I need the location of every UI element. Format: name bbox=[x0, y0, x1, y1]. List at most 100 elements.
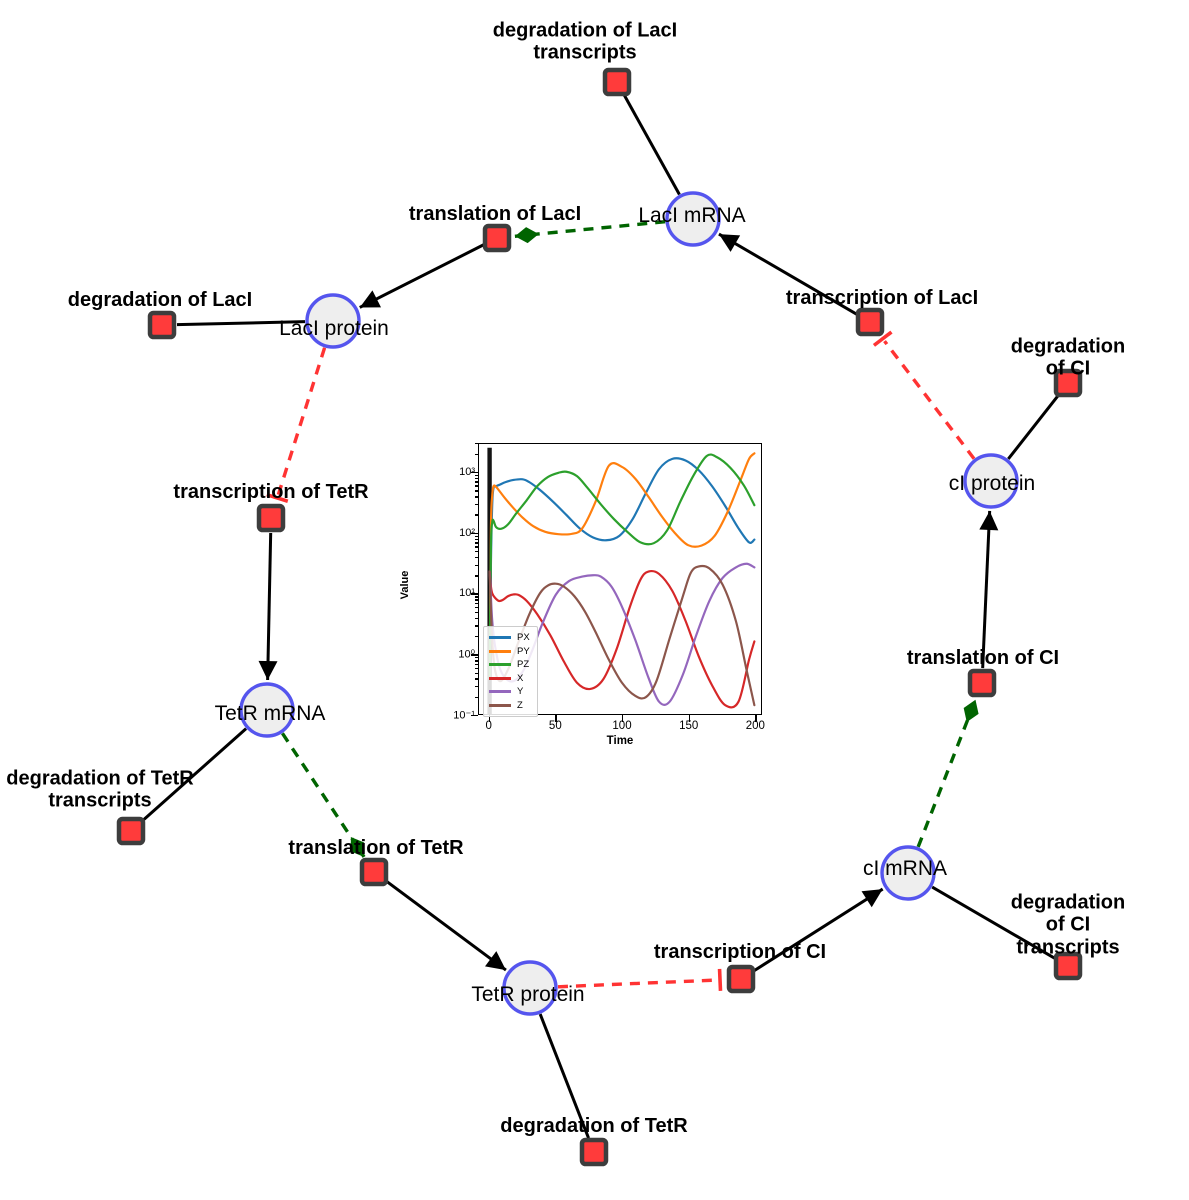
chart-legend-item: Z bbox=[489, 699, 530, 713]
reaction-label: transcription of TetR bbox=[173, 480, 369, 503]
edge-catalysis bbox=[281, 732, 366, 858]
edge-consumption bbox=[538, 1013, 590, 1139]
species-node[interactable] bbox=[665, 191, 721, 247]
edge-production bbox=[385, 879, 507, 972]
legend-color-swatch bbox=[489, 663, 511, 667]
reaction-node[interactable] bbox=[256, 503, 286, 533]
chart-x-tick-label: 100 bbox=[612, 720, 632, 732]
chart-x-tick-mark bbox=[622, 715, 624, 722]
reaction-label: translation of LacI bbox=[408, 202, 582, 225]
chart-y-minor-tick bbox=[474, 596, 478, 598]
reaction-node[interactable] bbox=[116, 816, 146, 846]
timecourse-chart: Value Time 10⁻¹ 10⁰ 10¹ 10² 10³ 0 50 100 150 200 … bbox=[399, 435, 771, 757]
chart-y-tick-mark bbox=[471, 593, 478, 595]
chart-y-tick-mark bbox=[471, 532, 478, 535]
chart-y-minor-tick bbox=[474, 490, 478, 492]
reaction-node[interactable] bbox=[1053, 368, 1083, 398]
reaction-node[interactable] bbox=[359, 857, 389, 887]
chart-y-minor-tick bbox=[474, 535, 478, 537]
chart-y-tick-mark bbox=[471, 715, 478, 717]
chart-x-tick-label: 50 bbox=[548, 720, 562, 732]
chart-legend-item: X bbox=[489, 672, 530, 686]
reaction-node[interactable] bbox=[602, 67, 632, 97]
chart-y-minor-tick bbox=[474, 617, 478, 620]
chart-y-minor-tick bbox=[474, 564, 478, 566]
chart-y-tick-label: 10¹ bbox=[459, 587, 475, 600]
reaction-label: transcription of CI bbox=[653, 940, 827, 963]
chart-x-tick-label: 150 bbox=[679, 720, 699, 732]
chart-y-minor-tick bbox=[474, 663, 478, 666]
chart-legend-item: PZ bbox=[489, 658, 530, 672]
legend-color-swatch bbox=[489, 690, 511, 694]
chart-y-minor-tick bbox=[474, 546, 478, 548]
edge-inhibition bbox=[872, 330, 976, 460]
chart-y-minor-tick bbox=[474, 672, 478, 674]
legend-color-swatch bbox=[489, 636, 511, 640]
edge-production bbox=[359, 243, 485, 309]
reaction-label: degradation of LacI transcripts bbox=[492, 19, 678, 64]
species-node[interactable] bbox=[963, 453, 1019, 509]
edge-inhibition bbox=[557, 968, 723, 991]
legend-color-swatch bbox=[489, 676, 511, 680]
chart-y-minor-tick bbox=[474, 599, 478, 601]
reaction-node[interactable] bbox=[967, 668, 997, 698]
reaction-label: degradation of CI bbox=[1010, 335, 1126, 380]
chart-y-tick-label: 10² bbox=[459, 526, 475, 539]
chart-y-minor-tick bbox=[474, 660, 478, 662]
chart-y-tick-mark bbox=[471, 654, 478, 656]
chart-y-minor-tick bbox=[474, 453, 478, 456]
chart-y-minor-tick bbox=[474, 657, 478, 659]
legend-label: X bbox=[517, 672, 524, 684]
chart-y-minor-tick bbox=[474, 611, 478, 614]
chart-y-minor-tick bbox=[474, 556, 478, 559]
edge-catalysis bbox=[916, 699, 979, 848]
reaction-label: degradation of TetR transcripts bbox=[6, 767, 194, 812]
chart-series-PY bbox=[488, 452, 756, 679]
chart-y-tick-label: 10³ bbox=[459, 465, 475, 478]
chart-x-axis-label: Time bbox=[606, 735, 634, 747]
chart-x-tick-label: 0 bbox=[485, 720, 492, 732]
chart-x-tick-mark bbox=[755, 715, 757, 722]
reaction-node[interactable] bbox=[147, 310, 177, 340]
chart-y-minor-tick bbox=[474, 551, 478, 553]
species-node[interactable] bbox=[305, 293, 361, 349]
edge-consumption bbox=[622, 94, 681, 196]
species-node[interactable] bbox=[502, 960, 558, 1016]
chart-y-minor-tick bbox=[474, 496, 478, 498]
reaction-node[interactable] bbox=[482, 223, 512, 253]
legend-label: Z bbox=[517, 699, 523, 711]
species-node[interactable] bbox=[880, 845, 936, 901]
edge-production bbox=[752, 887, 884, 973]
chart-x-tick-mark bbox=[488, 715, 491, 722]
edge-consumption bbox=[1007, 393, 1060, 460]
chart-series-X bbox=[488, 569, 756, 709]
edge-production bbox=[718, 232, 858, 316]
chart-y-minor-tick bbox=[474, 542, 478, 544]
chart-y-minor-tick bbox=[474, 667, 478, 670]
edge-production bbox=[979, 510, 999, 669]
reaction-label: degradation of LacI bbox=[67, 288, 253, 311]
chart-y-minor-tick bbox=[474, 635, 478, 638]
chart-y-minor-tick bbox=[474, 696, 478, 699]
legend-label: Y bbox=[517, 686, 524, 697]
reaction-node[interactable] bbox=[855, 307, 885, 337]
chart-y-minor-tick bbox=[474, 474, 478, 477]
reaction-node[interactable] bbox=[1053, 951, 1083, 981]
chart-series-PZ bbox=[488, 453, 756, 679]
reaction-node[interactable] bbox=[726, 964, 756, 994]
species-node[interactable] bbox=[239, 682, 295, 738]
chart-y-minor-tick bbox=[474, 686, 478, 688]
chart-x-tick-mark bbox=[555, 715, 557, 722]
reaction-label: degradation of CI transcripts bbox=[1010, 891, 1126, 959]
chart-y-minor-tick bbox=[474, 514, 478, 516]
chart-y-minor-tick bbox=[474, 477, 478, 480]
reaction-label: translation of CI bbox=[906, 646, 1060, 669]
edge-consumption bbox=[176, 320, 306, 327]
chart-y-tick-mark bbox=[471, 471, 478, 474]
chart-y-tick-label: 10⁰ bbox=[458, 648, 475, 661]
edge-inhibition bbox=[266, 347, 327, 503]
legend-color-swatch bbox=[489, 703, 511, 707]
reaction-node[interactable] bbox=[579, 1137, 609, 1167]
